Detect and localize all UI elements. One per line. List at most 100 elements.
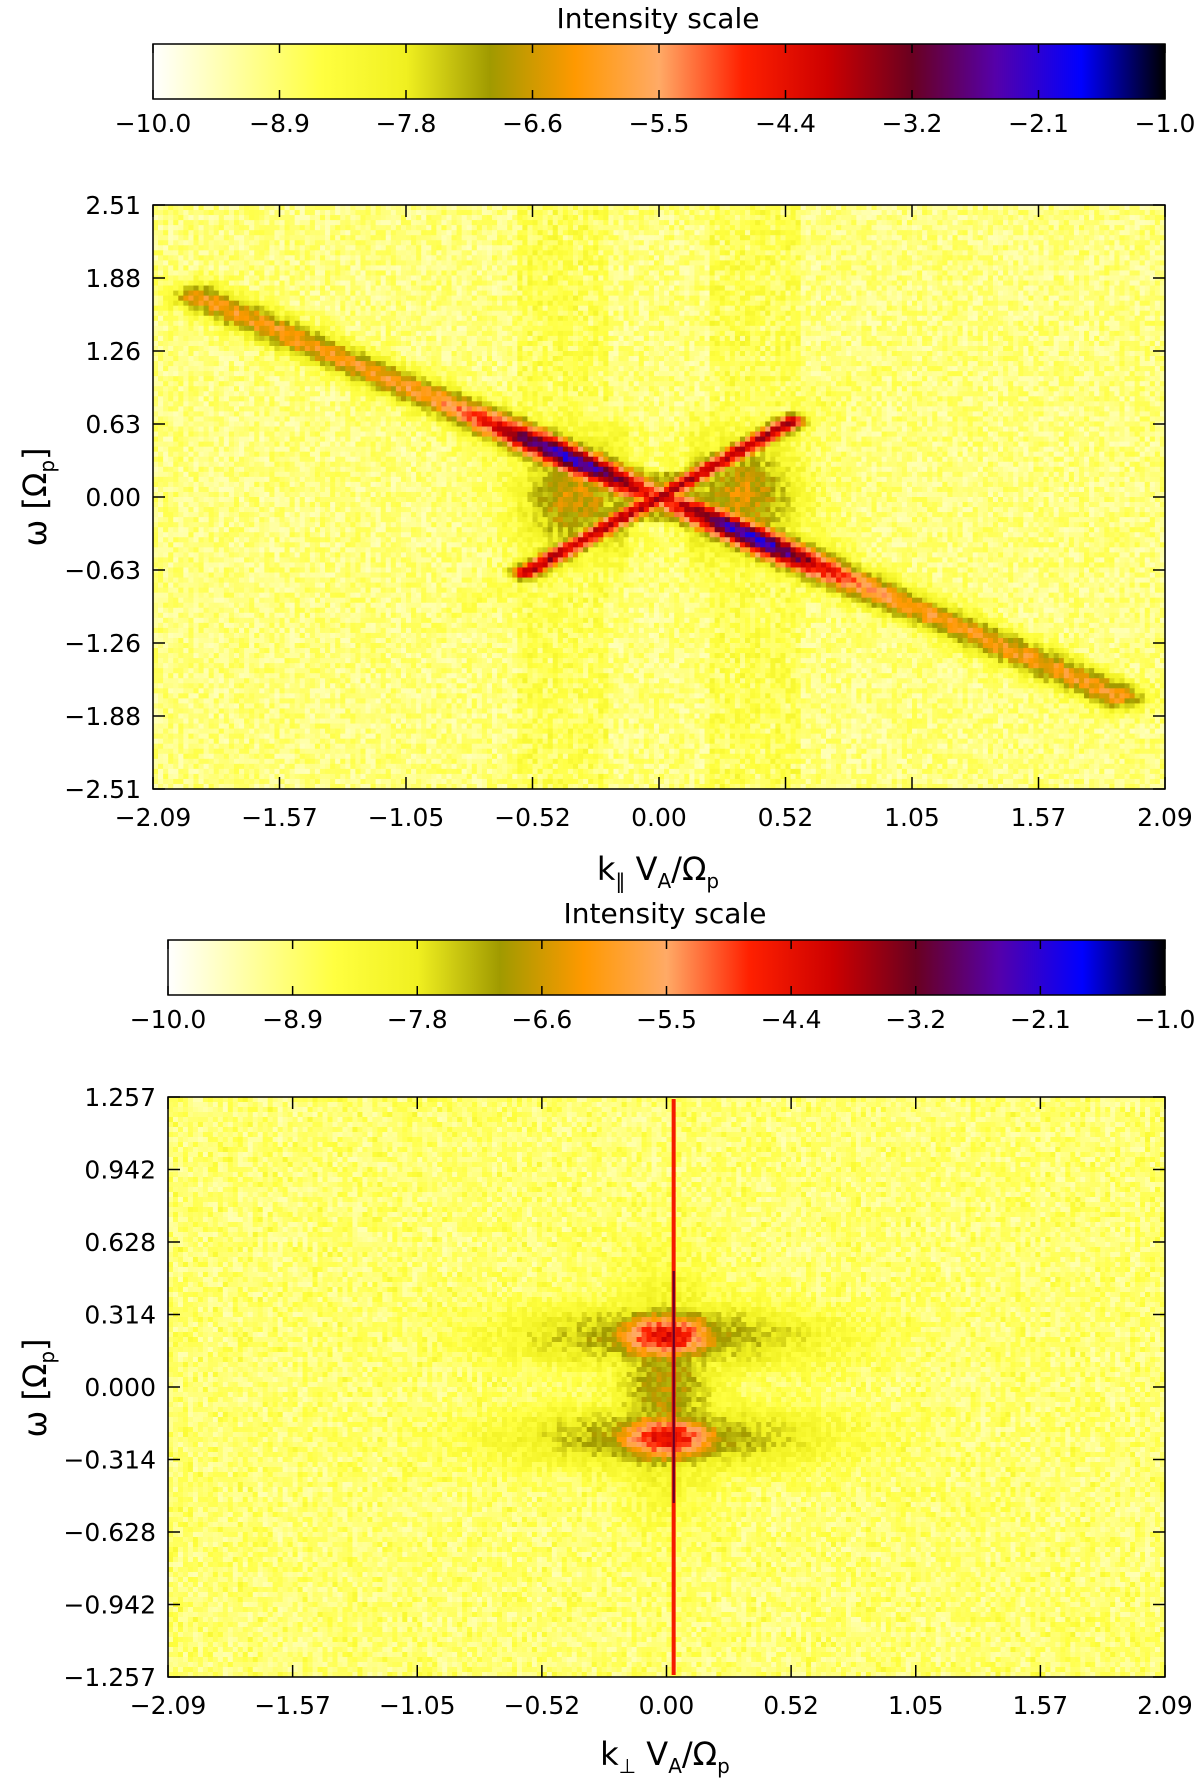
top-heatmap-cell (791, 255, 797, 261)
top-heatmap-cell (942, 255, 948, 261)
top-heatmap-cell (841, 281, 847, 287)
top-heatmap-cell (209, 265, 215, 271)
top-heatmap-cell (902, 250, 908, 256)
top-heatmap-cell (583, 270, 589, 276)
top-heatmap-cell (517, 250, 523, 256)
top-heatmap-cell (360, 240, 366, 246)
top-heatmap-cell (963, 215, 969, 221)
top-heatmap-cell (411, 281, 417, 287)
top-heatmap-cell (872, 240, 878, 246)
top-heatmap-cell (360, 281, 366, 287)
top-heatmap-cell (699, 245, 705, 251)
top-heatmap-cell (947, 245, 953, 251)
top-heatmap-cell (462, 250, 468, 256)
top-heatmap-cell (517, 286, 523, 292)
top-heatmap-cell (1013, 225, 1019, 231)
top-heatmap-cell (705, 210, 711, 216)
top-heatmap-cell (684, 205, 690, 211)
top-heatmap-cell (796, 255, 802, 261)
top-heatmap-cell (290, 205, 296, 211)
top-heatmap-cell (553, 255, 559, 261)
top-heatmap-cell (1028, 286, 1034, 292)
top-heatmap-cell (406, 275, 412, 281)
top-heatmap-cell (224, 215, 230, 221)
top-heatmap-cell (877, 215, 883, 221)
top-heatmap-cell (710, 245, 716, 251)
top-heatmap-cell (416, 275, 422, 281)
top-heatmap-cell (942, 205, 948, 211)
top-heatmap-cell (765, 205, 771, 211)
top-heatmap-cell (993, 225, 999, 231)
top-heatmap-cell (386, 230, 392, 236)
top-heatmap-cell (249, 270, 255, 276)
top-heatmap-cell (639, 281, 645, 287)
top-heatmap-cell (386, 275, 392, 281)
top-heatmap-cell (765, 215, 771, 221)
top-heatmap-cell (527, 255, 533, 261)
top-heatmap-cell (887, 250, 893, 256)
top-heatmap-cell (958, 215, 964, 221)
top-heatmap-cell (345, 230, 351, 236)
top-heatmap-cell (446, 235, 452, 241)
top-heatmap-cell (659, 281, 665, 287)
top-heatmap-cell (851, 250, 857, 256)
top-heatmap-cell (1089, 281, 1095, 287)
top-heatmap-cell (573, 245, 579, 251)
top-heatmap-cell (750, 265, 756, 271)
top-heatmap-cell (1054, 225, 1060, 231)
top-heatmap-cell (264, 265, 270, 271)
top-heatmap-cell (416, 235, 422, 241)
top-heatmap-cell (608, 275, 614, 281)
top-heatmap-cell (826, 255, 832, 261)
top-heatmap-cell (775, 240, 781, 246)
top-heatmap-cell (963, 210, 969, 216)
top-heatmap-cell (674, 220, 680, 226)
top-heatmap-cell (1104, 215, 1110, 221)
top-heatmap-cell (740, 275, 746, 281)
top-heatmap-cell (715, 220, 721, 226)
top-heatmap-cell (775, 205, 781, 211)
top-heatmap-cell (173, 255, 179, 261)
top-heatmap-cell (295, 225, 301, 231)
top-heatmap-cell (1130, 291, 1136, 297)
top-heatmap-cell (624, 235, 630, 241)
top-heatmap-cell (831, 225, 837, 231)
top-heatmap-cell (882, 281, 888, 287)
top-heatmap-cell (381, 220, 387, 226)
top-heatmap-cell (295, 265, 301, 271)
top-heatmap-cell (345, 240, 351, 246)
top-heatmap-cell (264, 270, 270, 276)
top-heatmap-cell (178, 296, 184, 302)
top-heatmap-cell (452, 245, 458, 251)
top-heatmap-cell (543, 230, 549, 236)
top-heatmap-cell (234, 270, 240, 276)
top-heatmap-cell (816, 255, 822, 261)
top-heatmap-cell (1069, 260, 1075, 266)
top-heatmap-cell (699, 260, 705, 266)
top-heatmap-cell (538, 210, 544, 216)
top-heatmap-cell (922, 260, 928, 266)
top-heatmap-cell (158, 270, 164, 276)
top-heatmap-cell (472, 250, 478, 256)
top-heatmap-cell (325, 275, 331, 281)
top-heatmap-cell (629, 255, 635, 261)
top-heatmap-cell (168, 245, 174, 251)
top-heatmap-cell (699, 215, 705, 221)
top-heatmap-cell (467, 281, 473, 287)
top-heatmap-cell (366, 291, 372, 297)
top-heatmap-cell (851, 205, 857, 211)
top-heatmap-cell (214, 291, 220, 297)
top-heatmap-cell (937, 240, 943, 246)
top-heatmap-cell (285, 210, 291, 216)
top-heatmap-cell (694, 215, 700, 221)
top-heatmap-cell (608, 245, 614, 251)
top-heatmap-cell (760, 291, 766, 297)
top-heatmap-cell (902, 255, 908, 261)
top-heatmap-cell (942, 215, 948, 221)
top-heatmap-cell (462, 245, 468, 251)
top-heatmap-cell (624, 275, 630, 281)
top-heatmap-cell (856, 255, 862, 261)
top-heatmap-cell (998, 230, 1004, 236)
top-heatmap-cell (1018, 235, 1024, 241)
top-heatmap-cell (477, 286, 483, 292)
